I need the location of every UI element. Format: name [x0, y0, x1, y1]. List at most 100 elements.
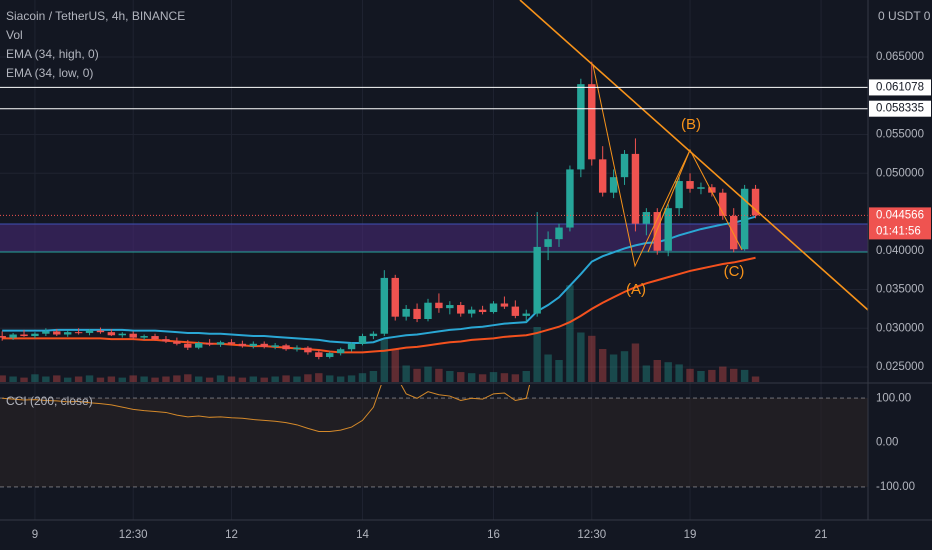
volume-bar: [282, 375, 290, 382]
volume-bar: [391, 349, 399, 382]
y-tick-label: 0.040000: [876, 245, 924, 257]
volume-bar: [326, 375, 334, 382]
volume-bar: [74, 376, 83, 382]
volume-bar: [304, 374, 312, 382]
ema-line: [2, 256, 756, 354]
volume-bar: [402, 365, 410, 382]
candle-body: [577, 84, 585, 170]
volume-bar: [675, 364, 683, 382]
candle-body: [740, 188, 749, 250]
price-line-tag: [869, 100, 931, 117]
candle-body: [588, 84, 596, 160]
volume-bar: [533, 327, 541, 382]
candle-body: [620, 153, 629, 178]
candle-body: [598, 159, 607, 193]
volume-bar: [216, 375, 225, 382]
candle-body: [751, 188, 760, 216]
candle-body: [184, 343, 192, 348]
volume-bar: [162, 376, 170, 382]
wave-label: (C): [724, 263, 745, 280]
volume-bar: [653, 360, 661, 382]
candle-body: [140, 336, 148, 338]
wave-label: (A): [626, 281, 646, 298]
cci-line: [2, 385, 531, 432]
candle-body: [31, 333, 39, 337]
volume-bar: [544, 354, 552, 382]
candle-body: [304, 347, 312, 353]
volume-bar: [719, 366, 727, 382]
last-price-tag: [869, 207, 931, 240]
candle-body: [74, 332, 83, 334]
candle-body: [315, 352, 323, 357]
candle-body: [129, 333, 137, 338]
candle-body: [686, 181, 694, 189]
x-tick-label: 19: [684, 529, 697, 541]
volume-bar: [740, 369, 749, 382]
candle-body: [249, 343, 258, 347]
volume-bar: [20, 377, 28, 382]
volume-bar: [173, 375, 181, 382]
volume-bar: [500, 373, 509, 382]
candle-body: [500, 303, 509, 307]
abc-leg: [647, 149, 691, 253]
volume-bar: [53, 375, 61, 382]
candle-body: [53, 331, 61, 335]
volume-bar: [315, 373, 323, 382]
volume-bar: [227, 376, 236, 382]
volume-bar: [9, 376, 17, 382]
candle-body: [42, 331, 50, 334]
candle-body: [216, 342, 225, 345]
candle-body: [162, 339, 170, 342]
candle-body: [544, 239, 552, 247]
cci-band: [0, 398, 868, 487]
volume-bar: [129, 375, 137, 382]
volume-bar: [457, 372, 465, 382]
volume-bar: [511, 374, 520, 382]
candle-body: [118, 333, 126, 336]
candle-body: [151, 336, 159, 340]
volume-bar: [413, 368, 421, 382]
candle-body: [435, 302, 443, 309]
ema-layer: [2, 215, 756, 354]
chart-title: Siacoin / TetherUS, 4h, BINANCE: [6, 9, 185, 23]
candle-body: [719, 192, 727, 216]
volume-bar: [620, 351, 629, 382]
candle-body: [697, 187, 705, 189]
price-line-label: 0.058335: [876, 103, 924, 115]
ema-line: [2, 215, 756, 345]
candle-body: [173, 341, 181, 344]
candle-body: [369, 333, 378, 337]
x-tick-label: 12:30: [119, 529, 148, 541]
candle-body: [282, 345, 290, 350]
y-tick-label: 0.025000: [876, 361, 924, 373]
volume-bar: [194, 376, 203, 382]
y-tick-label: 0.035000: [876, 284, 924, 296]
axes: 9 12:30 12 14 16 12:30 19 21 0.025000 0.030000 0.0…: [32, 51, 931, 541]
candle-body: [522, 313, 530, 316]
price-lines: [0, 86, 868, 216]
y-tick-label: 0.030000: [876, 322, 924, 334]
candle-body: [533, 246, 541, 314]
trend-line: [519, 0, 868, 311]
y-tick-label: 0.055000: [876, 129, 924, 141]
volume-bar: [31, 374, 39, 382]
cci-tick-label: 100.00: [876, 392, 911, 404]
volume-bar: [467, 373, 476, 382]
candle-body: [194, 343, 203, 348]
candle-body: [457, 305, 465, 314]
volume-bar: [347, 375, 356, 382]
candle-body: [63, 332, 72, 335]
legend-cci: CCI (200, close): [6, 394, 93, 408]
volume-bar: [478, 374, 487, 382]
candle-body: [238, 343, 247, 347]
volume-bar: [184, 374, 192, 382]
volume-bar: [664, 362, 672, 382]
volume-bar: [336, 376, 345, 382]
volume-bar: [118, 377, 126, 382]
volume-bar: [729, 368, 738, 382]
volume-bar: [555, 360, 563, 382]
candle-body: [424, 302, 432, 319]
x-tick-label: 12:30: [577, 529, 606, 541]
candle-body: [511, 306, 520, 316]
